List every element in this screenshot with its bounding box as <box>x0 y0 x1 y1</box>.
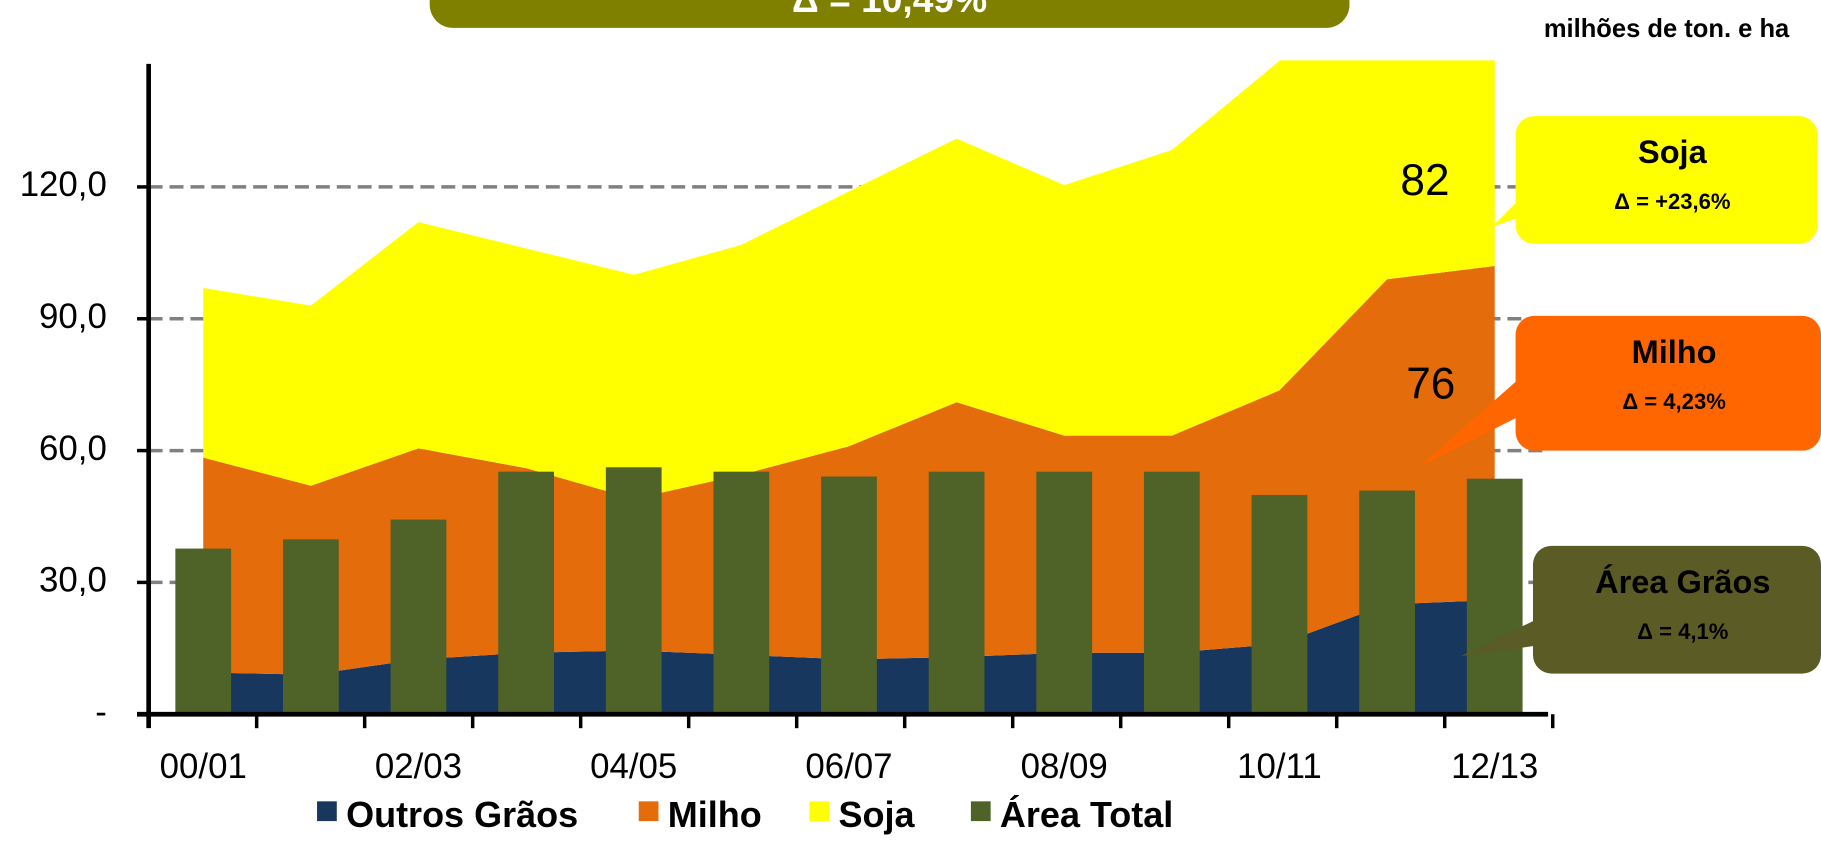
banner <box>429 0 1350 28</box>
callout <box>1532 545 1821 674</box>
legend-swatch <box>317 801 337 822</box>
bar <box>1251 494 1308 715</box>
callout-title: Milho <box>1632 334 1717 370</box>
legend-swatch <box>809 801 830 822</box>
bar <box>821 476 877 715</box>
unit-label: milhões de ton. e ha <box>1544 15 1790 43</box>
banner-text: Δ = 10,49% <box>792 0 987 20</box>
legend-label: Milho <box>668 794 762 835</box>
callout-title: Soja <box>1638 134 1708 170</box>
y-tick-label: 120,0 <box>20 165 107 204</box>
y-tick-label: 60,0 <box>39 429 107 468</box>
callout-text: Δ = 4,1% <box>1637 619 1729 644</box>
foreground: - 30,0 60,0 90,0 120,0 00/01 02/03 04/05 06/07 08… <box>20 0 1821 835</box>
legend-label: Outros Grãos <box>346 794 578 835</box>
x-tick-label: 06/07 <box>805 747 892 786</box>
area <box>203 60 1495 499</box>
x-tick-label: 08/09 <box>1021 747 1108 786</box>
callout <box>1515 315 1821 451</box>
callout <box>1515 116 1818 244</box>
legend-swatch <box>970 801 991 822</box>
legend-label: Área Total <box>1000 794 1173 835</box>
y-tick-label: 30,0 <box>39 561 107 600</box>
x-tick-label: 04/05 <box>590 747 677 786</box>
y-tick-label: 90,0 <box>39 297 107 336</box>
callout-pointer <box>1460 615 1545 657</box>
bar <box>605 467 662 715</box>
x-tick-label: 10/11 <box>1237 747 1322 786</box>
bar <box>928 471 985 715</box>
bar <box>1359 490 1415 715</box>
callout-text: Δ = 4,23% <box>1622 389 1726 414</box>
callout-text: Δ = +23,6% <box>1614 189 1731 214</box>
bar <box>1036 471 1093 715</box>
legend-swatch <box>638 801 659 822</box>
callout-title: Área Grãos <box>1595 563 1770 600</box>
x-tick-label: 12/13 <box>1451 747 1538 786</box>
bar <box>1143 471 1200 715</box>
callout-pointer <box>1419 371 1528 467</box>
legend-label: Soja <box>838 794 915 835</box>
value-label: 76 <box>1406 359 1455 408</box>
bars <box>175 467 1523 715</box>
x-tick-label: 00/01 <box>160 747 247 786</box>
value-label: 82 <box>1400 156 1449 205</box>
bar <box>175 548 232 715</box>
bar <box>282 539 339 715</box>
bar <box>498 471 554 715</box>
y-tick-label: - <box>95 692 107 731</box>
bar <box>390 519 447 715</box>
x-tick-label: 02/03 <box>375 747 462 786</box>
bar <box>1466 478 1523 715</box>
bar <box>713 471 770 715</box>
